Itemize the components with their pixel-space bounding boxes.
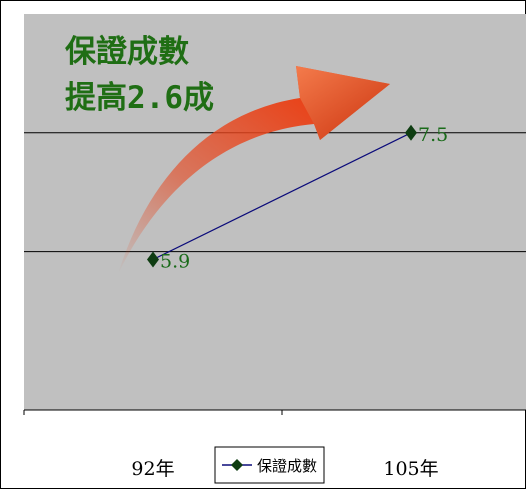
- data-point-0: [147, 251, 159, 268]
- legend: 保證成數: [214, 446, 325, 484]
- plot-area: [24, 14, 526, 410]
- legend-label: 保證成數: [257, 457, 317, 475]
- upward-arrow-icon: [118, 66, 390, 274]
- data-point-1: [405, 124, 417, 141]
- legend-diamond-icon: [231, 459, 243, 471]
- annotation-line-1: 保證成數: [65, 34, 189, 70]
- x-tick-label-105: 105年: [383, 458, 438, 480]
- x-tick-label-92: 92年: [131, 458, 174, 480]
- data-label-0: 5.9: [160, 251, 190, 273]
- data-label-1: 7.5: [418, 124, 448, 146]
- series-line-0: [152, 132, 412, 261]
- annotation-line-2: 提高2.6成: [65, 80, 214, 116]
